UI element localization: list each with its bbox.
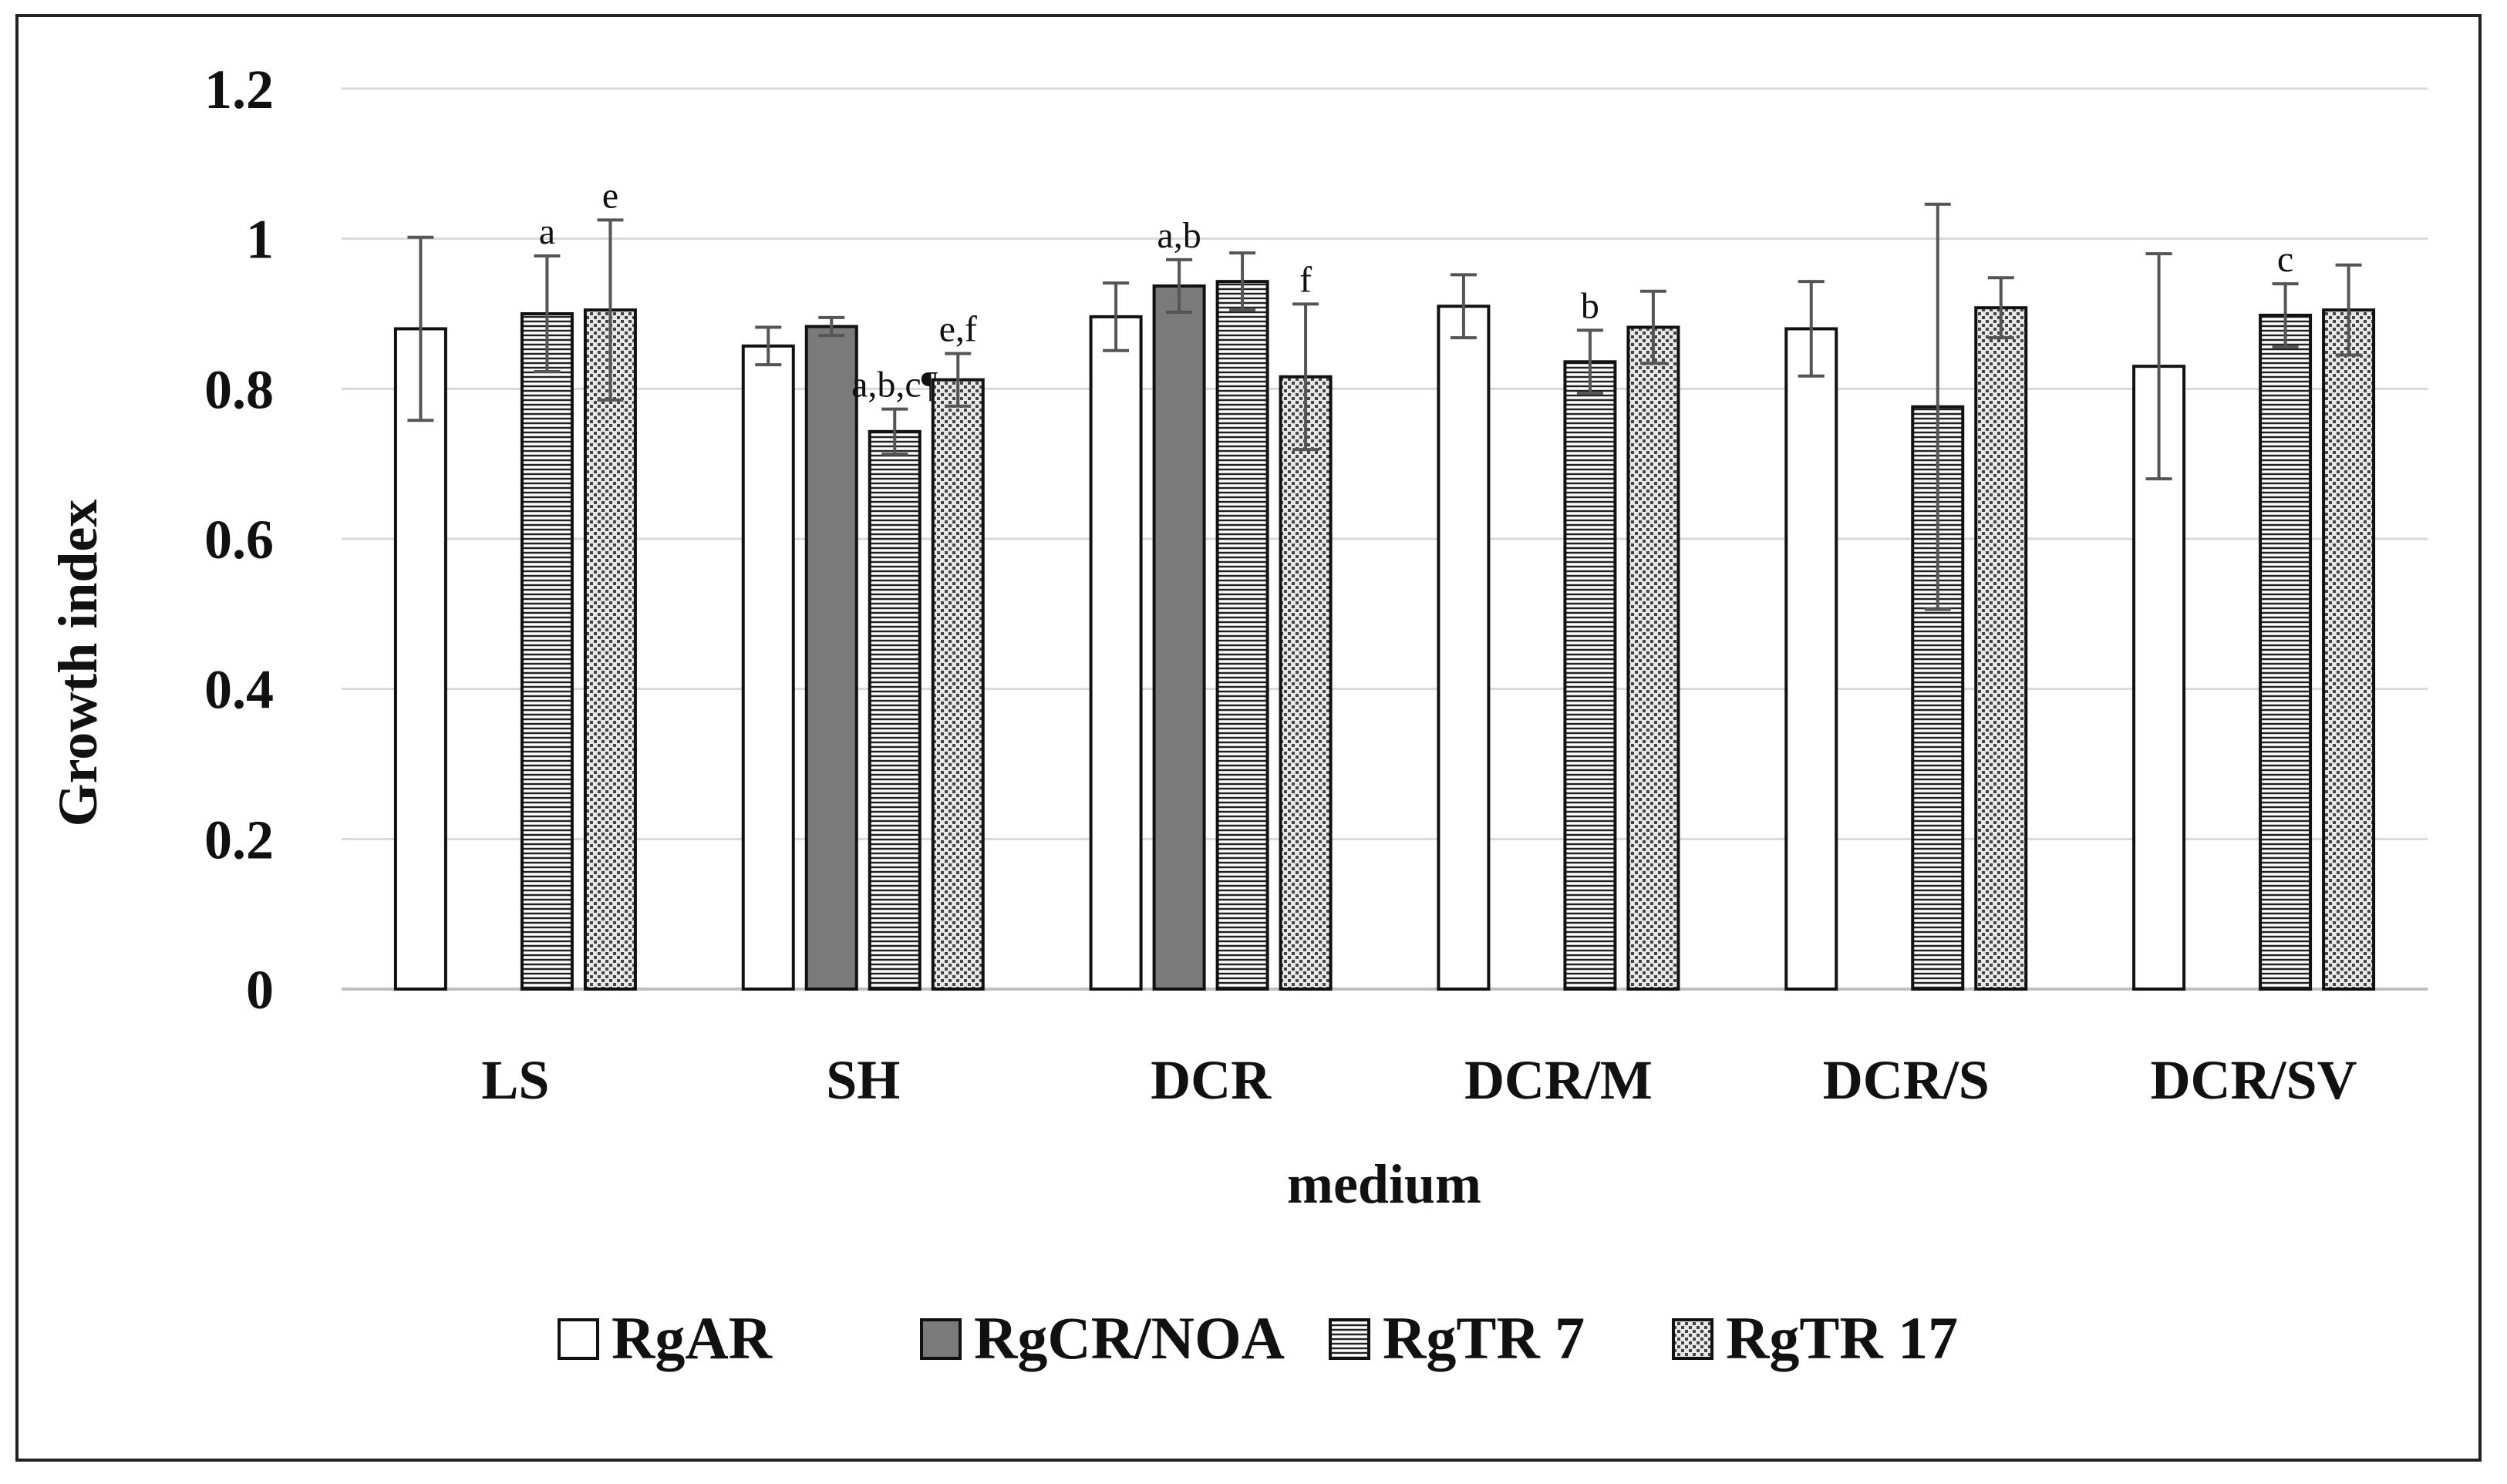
legend-swatch	[1672, 1318, 1713, 1360]
legend-swatch	[1329, 1318, 1370, 1360]
bar-rgtr-17	[1279, 375, 1333, 991]
x-axis-categories: LS SH DCR DCR/M DCR/S DCR/SV	[481, 1049, 2357, 1111]
bar-rgtr-7	[868, 429, 922, 991]
bar-rgar	[393, 327, 447, 991]
significance-label: a,b	[1157, 215, 1201, 256]
bar-rgtr-7	[1215, 280, 1269, 991]
significance-label: c	[2277, 239, 2293, 280]
bar-rgar	[741, 344, 795, 991]
y-tick-label: 0.6	[204, 509, 274, 570]
x-axis-title: medium	[1287, 1153, 1481, 1215]
bar-rgtr-7	[2259, 313, 2313, 991]
bar-rgtr-17	[1974, 306, 2028, 991]
bar-rgcr-noa	[804, 325, 858, 991]
significance-label: f	[1299, 259, 1312, 300]
y-tick-label: 1	[246, 209, 274, 271]
legend-swatch	[920, 1318, 962, 1360]
legend-label: RgAR	[612, 1304, 773, 1371]
y-axis-ticks: 0 0.2 0.4 0.6 0.8 1 1.2	[204, 59, 274, 1021]
bar-rgtr-17	[583, 308, 637, 991]
significance-label: e,f	[939, 309, 977, 350]
y-axis-title: Growth index	[47, 500, 109, 827]
significance-label: a	[539, 211, 555, 252]
bar-rgtr-17	[931, 378, 985, 991]
bars: a,b a a,b,c¶ b c e e,f f	[393, 175, 2376, 991]
y-tick-label: 1.2	[204, 59, 274, 120]
bar-rgcr-noa	[1152, 284, 1206, 991]
legend: RgAR RgCR/NOA RgTR 7 RgTR 17	[558, 1304, 1958, 1371]
x-category-label: DCR/S	[1823, 1049, 1990, 1111]
bar-rgtr-7	[1563, 360, 1617, 991]
legend-swatch	[558, 1318, 599, 1360]
bar-rgar	[1784, 327, 1838, 991]
significance-label: a,b,c¶	[851, 365, 938, 405]
x-category-label: LS	[481, 1049, 549, 1111]
bar-rgtr-7	[520, 312, 574, 991]
x-category-label: DCR/M	[1464, 1049, 1653, 1111]
significance-label: e	[602, 175, 618, 216]
bar-rgar	[1089, 315, 1143, 991]
gridlines	[342, 87, 2428, 991]
y-tick-label: 0.8	[204, 358, 274, 420]
legend-label: RgCR/NOA	[974, 1304, 1285, 1371]
bar-rgar	[1437, 305, 1491, 991]
y-tick-label: 0	[246, 959, 274, 1021]
y-tick-label: 0.2	[204, 809, 274, 870]
legend-label: RgTR 7	[1383, 1304, 1585, 1371]
x-category-label: DCR/SV	[2151, 1049, 2357, 1111]
x-category-label: SH	[826, 1049, 900, 1111]
bar-rgtr-17	[2322, 308, 2376, 991]
significance-label: b	[1581, 285, 1599, 326]
x-category-label: DCR	[1151, 1049, 1272, 1111]
y-tick-label: 0.4	[204, 659, 274, 721]
bar-rgtr-17	[1626, 325, 1680, 991]
legend-label: RgTR 17	[1726, 1304, 1958, 1371]
